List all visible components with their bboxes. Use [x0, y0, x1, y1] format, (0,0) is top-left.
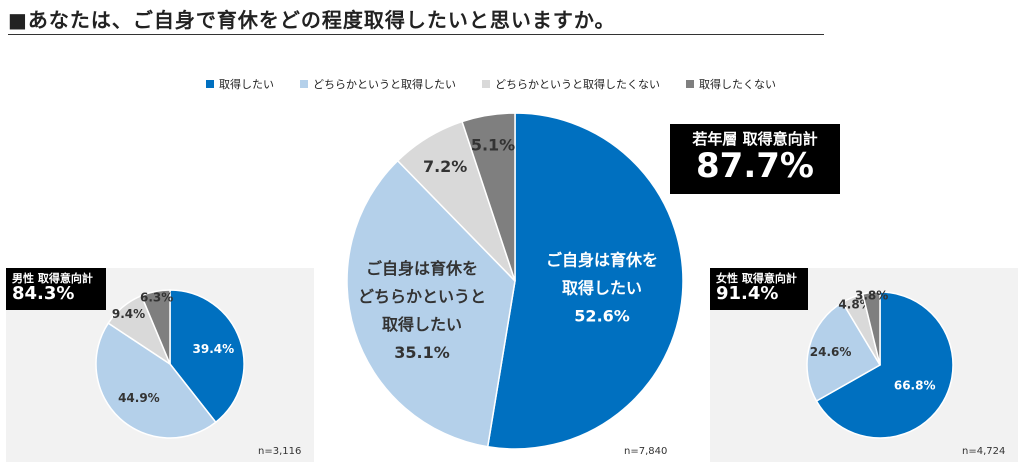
legend-label: どちらかというと取得したくない: [495, 78, 660, 91]
young-slice-label: 5.1%: [471, 136, 515, 155]
male-pie-slice: [95, 322, 217, 439]
female-sample-size: n=4,724: [962, 446, 1006, 457]
legend-item: どちらかというと取得したくない: [482, 74, 660, 94]
male-sample-size: n=3,116: [258, 446, 302, 457]
legend-swatch: [482, 80, 490, 88]
legend-swatch: [686, 80, 694, 88]
young-badge-label: 若年層 取得意向計: [692, 130, 818, 148]
legend-label: 取得したい: [219, 78, 274, 91]
young-slice-label: 7.2%: [423, 157, 467, 176]
young-badge-value: 87.7%: [696, 146, 814, 186]
female-badge: 女性 取得意向計 91.4%: [710, 268, 808, 310]
title-divider: [8, 34, 824, 35]
male-slice-label: 39.4%: [193, 342, 235, 356]
young-badge: 若年層 取得意向計 87.7%: [670, 124, 840, 194]
young-slice-label: ご自身は育休をどちらかというと取得したい 35.1%: [358, 259, 486, 362]
female-pie-slice: [861, 291, 881, 366]
legend-label: 取得したくない: [699, 78, 776, 91]
male-slice-label: 44.9%: [118, 391, 160, 405]
female-slice-label: 24.6%: [810, 345, 852, 359]
female-pie-slice: [806, 301, 882, 402]
young-slice-label: ご自身は育休を取得したい 52.6%: [546, 251, 658, 326]
male-slice-label: 6.3%: [140, 290, 173, 304]
page-title: ■あなたは、ご自身で育休をどの程度取得したいと思いますか。: [8, 8, 616, 32]
male-pie-slice: [140, 289, 171, 365]
female-pie-slice: [815, 291, 954, 439]
legend-swatch: [206, 80, 214, 88]
legend-item: 取得したくない: [686, 74, 776, 94]
female-badge-label: 女性 取得意向計: [716, 272, 797, 285]
male-slice-label: 9.4%: [112, 307, 145, 321]
male-badge: 男性 取得意向計 84.3%: [6, 268, 106, 310]
legend-swatch: [300, 80, 308, 88]
male-badge-value: 84.3%: [12, 283, 75, 304]
legend-label: どちらかというと取得したい: [313, 78, 456, 91]
young-pie-slice: [486, 112, 684, 450]
female-slice-label: 66.8%: [894, 378, 936, 392]
female-badge-value: 91.4%: [716, 283, 779, 304]
chart-legend: 取得したい どちらかというと取得したい どちらかというと取得したくない 取得した…: [206, 74, 776, 94]
legend-item: どちらかというと取得したい: [300, 74, 456, 94]
female-slice-label: 4.8%: [838, 297, 871, 311]
male-pie-slice: [169, 289, 245, 424]
young-pie-slice: [346, 159, 516, 448]
young-sample-size: n=7,840: [624, 446, 668, 457]
legend-item: 取得したい: [206, 74, 274, 94]
female-slice-label: 3.8%: [855, 289, 888, 303]
male-badge-label: 男性 取得意向計: [12, 272, 93, 285]
young-pie-slice: [461, 112, 516, 282]
